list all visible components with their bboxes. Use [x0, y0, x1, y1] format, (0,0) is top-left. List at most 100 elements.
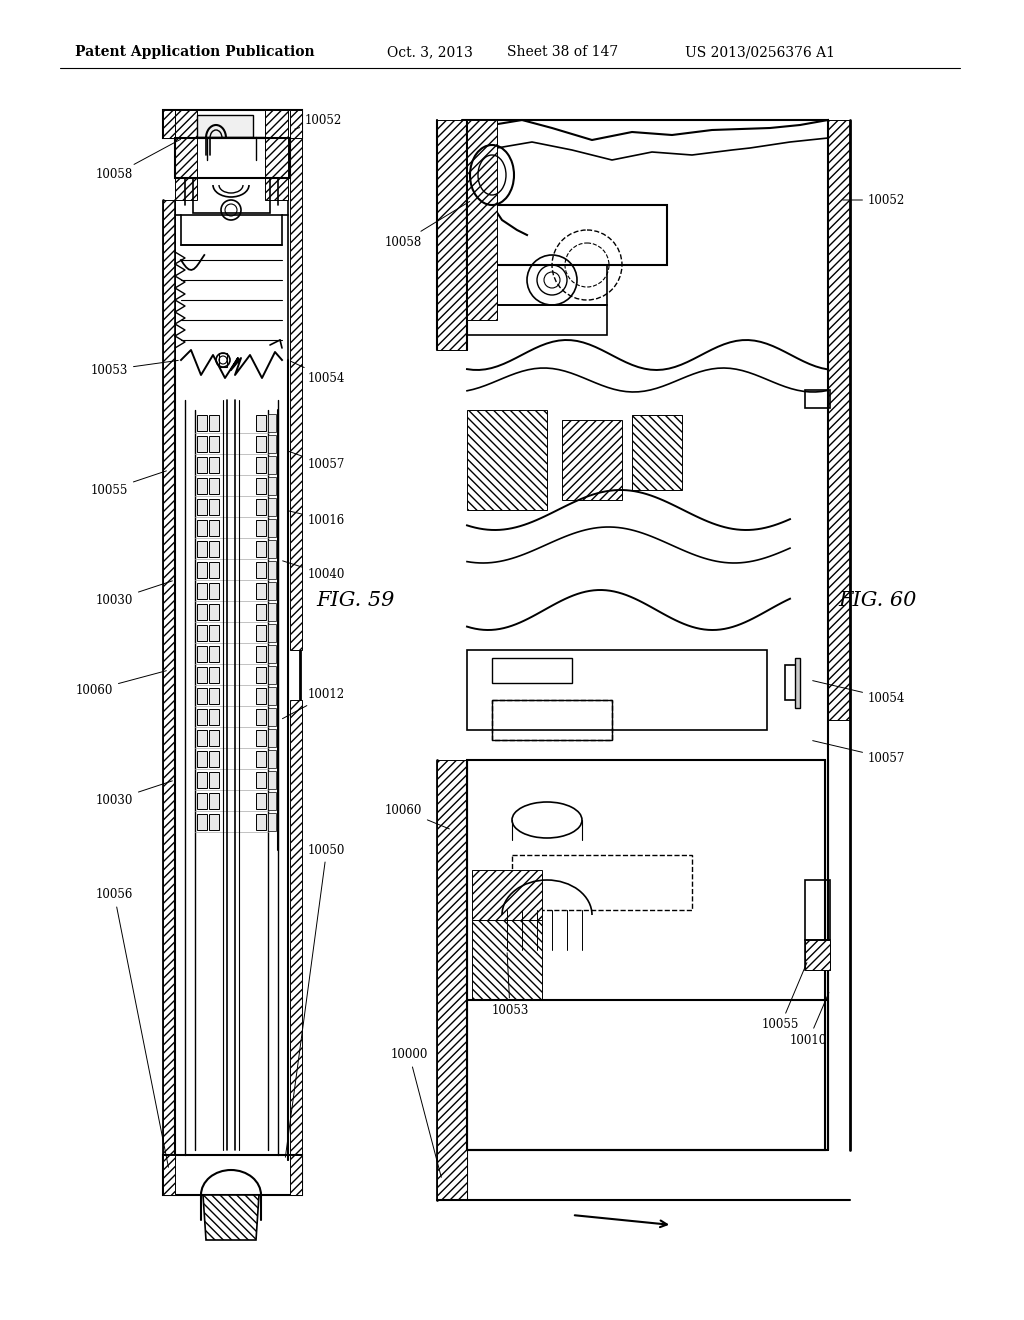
Bar	[193, 178, 270, 213]
Text: 10060: 10060	[385, 804, 450, 829]
Bar	[256, 499, 266, 515]
Bar	[209, 814, 219, 830]
Bar	[268, 603, 276, 620]
Text: FIG. 59: FIG. 59	[315, 590, 394, 610]
Bar	[209, 562, 219, 578]
Bar	[805, 389, 830, 408]
Bar	[209, 520, 219, 536]
Bar	[197, 751, 207, 767]
Bar	[805, 880, 830, 940]
Bar	[268, 414, 276, 432]
Bar	[268, 686, 276, 705]
Bar	[268, 477, 276, 495]
Bar	[268, 771, 276, 789]
Bar	[197, 688, 207, 704]
Bar	[467, 205, 667, 265]
Bar	[197, 793, 207, 809]
Bar	[209, 605, 219, 620]
Bar	[268, 540, 276, 558]
Bar	[256, 645, 266, 663]
Bar	[467, 305, 607, 335]
Bar	[805, 940, 830, 970]
Bar	[268, 792, 276, 810]
Text: 10030: 10030	[95, 581, 172, 606]
Bar	[437, 760, 467, 1200]
Bar	[268, 645, 276, 663]
Bar	[256, 688, 266, 704]
Text: 10055: 10055	[762, 962, 807, 1031]
Bar	[256, 520, 266, 536]
Text: Oct. 3, 2013: Oct. 3, 2013	[387, 45, 473, 59]
Text: 10040: 10040	[283, 561, 345, 582]
Bar	[290, 1155, 302, 1195]
Bar	[268, 624, 276, 642]
Bar	[795, 657, 800, 708]
Bar	[197, 520, 207, 536]
Bar	[256, 436, 266, 451]
Bar	[256, 751, 266, 767]
Text: 10012: 10012	[283, 689, 345, 718]
Bar	[256, 414, 266, 432]
Text: 10058: 10058	[96, 140, 180, 181]
Bar	[163, 110, 175, 139]
Bar	[197, 605, 207, 620]
Text: 10052: 10052	[295, 114, 342, 129]
Bar	[209, 457, 219, 473]
Bar	[492, 700, 612, 741]
Bar	[268, 729, 276, 747]
Bar	[467, 265, 607, 305]
Bar	[163, 201, 175, 1160]
Bar	[163, 1155, 302, 1195]
Bar	[268, 667, 276, 684]
Bar	[256, 709, 266, 725]
Bar	[175, 139, 290, 178]
Text: 10057: 10057	[288, 451, 345, 471]
Bar	[472, 920, 542, 1001]
Bar	[256, 478, 266, 494]
Bar	[268, 813, 276, 832]
Text: 10057: 10057	[813, 741, 905, 764]
Bar	[805, 940, 830, 970]
Bar	[437, 120, 467, 350]
Text: 10053: 10053	[91, 360, 178, 376]
Bar	[828, 120, 850, 719]
Bar	[256, 624, 266, 642]
Bar	[197, 814, 207, 830]
Bar	[467, 411, 547, 510]
Text: FIG. 60: FIG. 60	[839, 590, 918, 610]
Bar	[256, 793, 266, 809]
Bar	[268, 519, 276, 537]
Bar	[290, 700, 302, 1160]
Bar	[785, 665, 800, 700]
Bar	[209, 688, 219, 704]
Text: 10055: 10055	[91, 471, 166, 496]
Bar	[256, 605, 266, 620]
Bar	[256, 772, 266, 788]
Bar	[209, 541, 219, 557]
Text: Sheet 38 of 147: Sheet 38 of 147	[507, 45, 618, 59]
Text: 10000: 10000	[390, 1048, 441, 1177]
Bar	[209, 414, 219, 432]
Bar	[268, 708, 276, 726]
Bar	[268, 498, 276, 516]
Text: 10052: 10052	[843, 194, 905, 206]
Bar	[197, 562, 207, 578]
Bar	[197, 541, 207, 557]
Bar	[290, 129, 302, 649]
Text: US 2013/0256376 A1: US 2013/0256376 A1	[685, 45, 835, 59]
Bar	[197, 499, 207, 515]
Bar	[492, 657, 572, 682]
Bar	[197, 115, 253, 137]
Bar	[209, 645, 219, 663]
Text: 10053: 10053	[492, 953, 528, 1016]
Text: 10010: 10010	[790, 993, 828, 1047]
Bar	[256, 814, 266, 830]
Bar	[268, 582, 276, 601]
Text: 10050: 10050	[286, 843, 345, 1158]
Bar	[265, 110, 288, 201]
Bar	[181, 215, 282, 246]
Bar	[197, 772, 207, 788]
Bar	[209, 751, 219, 767]
Bar	[209, 709, 219, 725]
Bar	[197, 645, 207, 663]
